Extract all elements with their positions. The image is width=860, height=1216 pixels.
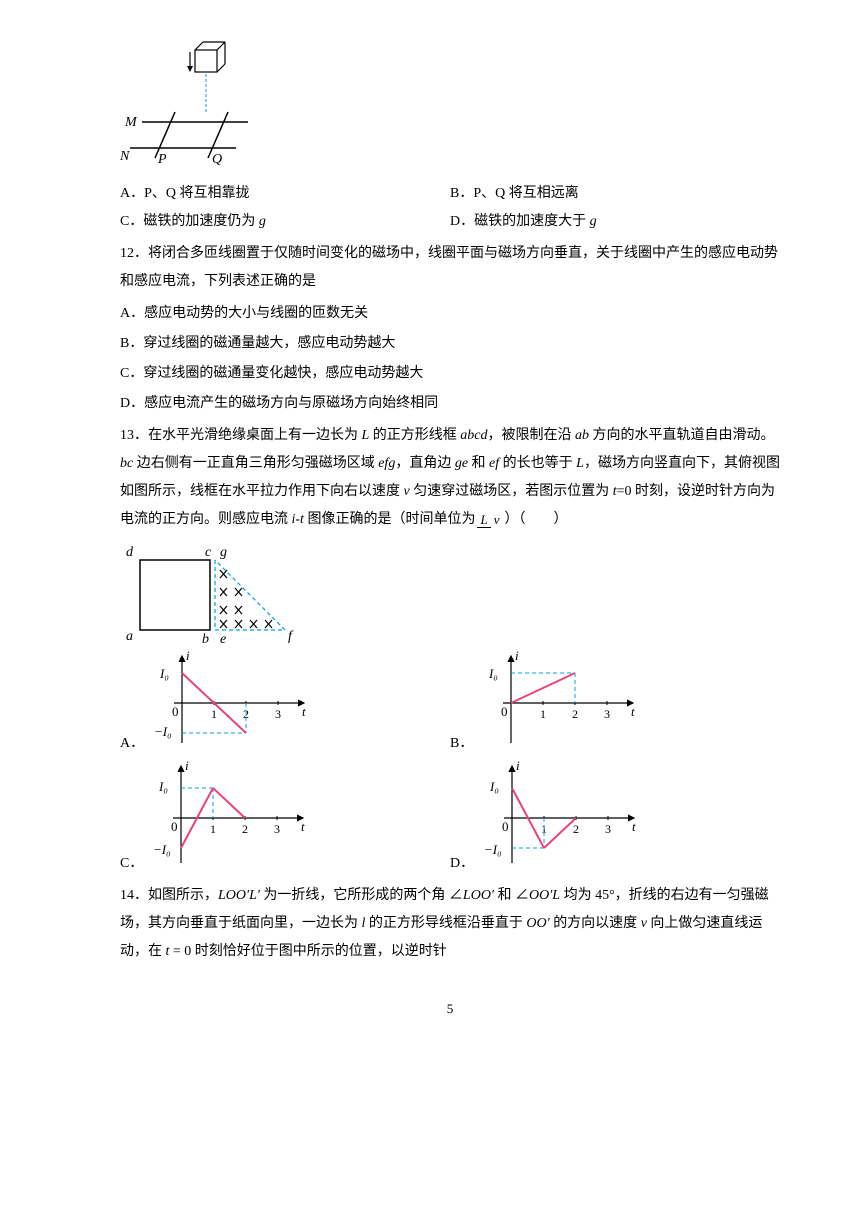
svg-text:1: 1: [210, 822, 216, 836]
svg-text:t: t: [632, 819, 636, 834]
svg-text:i: i: [185, 758, 189, 773]
svg-text:−I₀: −I₀: [484, 842, 502, 857]
svg-text:i: i: [186, 648, 190, 663]
page-number: 5: [120, 996, 780, 1022]
svg-text:I₀: I₀: [489, 779, 499, 794]
svg-text:I₀: I₀: [159, 666, 169, 681]
q13-label-C: C．: [120, 850, 143, 878]
chart-A: i t I₀ 0 −I₀ 1 2 3: [144, 648, 314, 758]
q14-stem: 14．如图所示，LOO′L′ 为一折线，它所形成的两个角 ∠LOO′ 和 ∠OO…: [120, 882, 780, 966]
svg-text:a: a: [126, 629, 133, 644]
q12-option-A: A．感应电动势的大小与线圈的匝数无关: [120, 300, 780, 328]
q12-option-D: D．感应电流产生的磁场方向与原磁场方向始终相同: [120, 390, 780, 418]
q11-figure: M N P Q: [120, 40, 780, 170]
svg-text:I₀: I₀: [488, 666, 498, 681]
q13-label-D: D．: [450, 850, 474, 878]
svg-text:0: 0: [502, 819, 509, 834]
svg-text:2: 2: [573, 822, 579, 836]
svg-text:P: P: [157, 152, 167, 167]
svg-text:3: 3: [275, 707, 281, 721]
svg-text:t: t: [631, 704, 635, 719]
chart-C: i t I₀ 0 −I₀ 1 2 3: [143, 758, 313, 878]
q11-option-C: C．磁铁的加速度仍为 g: [120, 208, 450, 236]
svg-text:−I₀: −I₀: [154, 724, 172, 739]
svg-text:2: 2: [242, 822, 248, 836]
svg-text:Q: Q: [212, 152, 222, 167]
svg-text:f: f: [288, 629, 294, 644]
q12-option-B: B．穿过线圈的磁通量越大，感应电动势越大: [120, 330, 780, 358]
svg-text:e: e: [220, 632, 226, 647]
svg-text:t: t: [302, 704, 306, 719]
svg-text:−I₀: −I₀: [153, 842, 171, 857]
svg-text:0: 0: [501, 704, 508, 719]
chart-B: i t I₀ 0 1 2 3: [473, 648, 643, 758]
q13-figure: d c g a b e f: [120, 538, 780, 648]
q12-option-C: C．穿过线圈的磁通量变化越快，感应电动势越大: [120, 360, 780, 388]
svg-text:g: g: [220, 545, 227, 560]
svg-text:3: 3: [604, 707, 610, 721]
q13-stem: 13．在水平光滑绝缘桌面上有一边长为 L 的正方形线框 abcd，被限制在沿 a…: [120, 422, 780, 534]
q11-option-B: B．P、Q 将互相远离: [450, 180, 780, 208]
svg-text:N: N: [120, 149, 130, 164]
svg-text:3: 3: [274, 822, 280, 836]
svg-text:i: i: [515, 648, 519, 663]
q12-stem: 12．将闭合多匝线圈置于仅随时间变化的磁场中，线圈平面与磁场方向垂直，关于线圈中…: [120, 240, 780, 296]
svg-text:0: 0: [172, 704, 179, 719]
svg-text:M: M: [124, 115, 138, 130]
svg-text:c: c: [205, 545, 212, 560]
svg-text:t: t: [301, 819, 305, 834]
chart-D: i t I₀ 0 −I₀ 1 2 3: [474, 758, 644, 878]
q11-option-A: A．P、Q 将互相靠拢: [120, 180, 450, 208]
q11-option-D: D．磁铁的加速度大于 g: [450, 208, 780, 236]
svg-text:2: 2: [572, 707, 578, 721]
svg-text:0: 0: [171, 819, 178, 834]
svg-text:I₀: I₀: [158, 779, 168, 794]
svg-text:i: i: [516, 758, 520, 773]
q13-label-B: B．: [450, 730, 473, 758]
q11-options-row2: C．磁铁的加速度仍为 g D．磁铁的加速度大于 g: [120, 208, 780, 236]
svg-text:b: b: [202, 632, 209, 647]
svg-text:1: 1: [540, 707, 546, 721]
svg-text:3: 3: [605, 822, 611, 836]
q11-options-row1: A．P、Q 将互相靠拢 B．P、Q 将互相远离: [120, 180, 780, 208]
q13-label-A: A．: [120, 730, 144, 758]
svg-text:d: d: [126, 545, 134, 560]
svg-text:1: 1: [211, 707, 217, 721]
